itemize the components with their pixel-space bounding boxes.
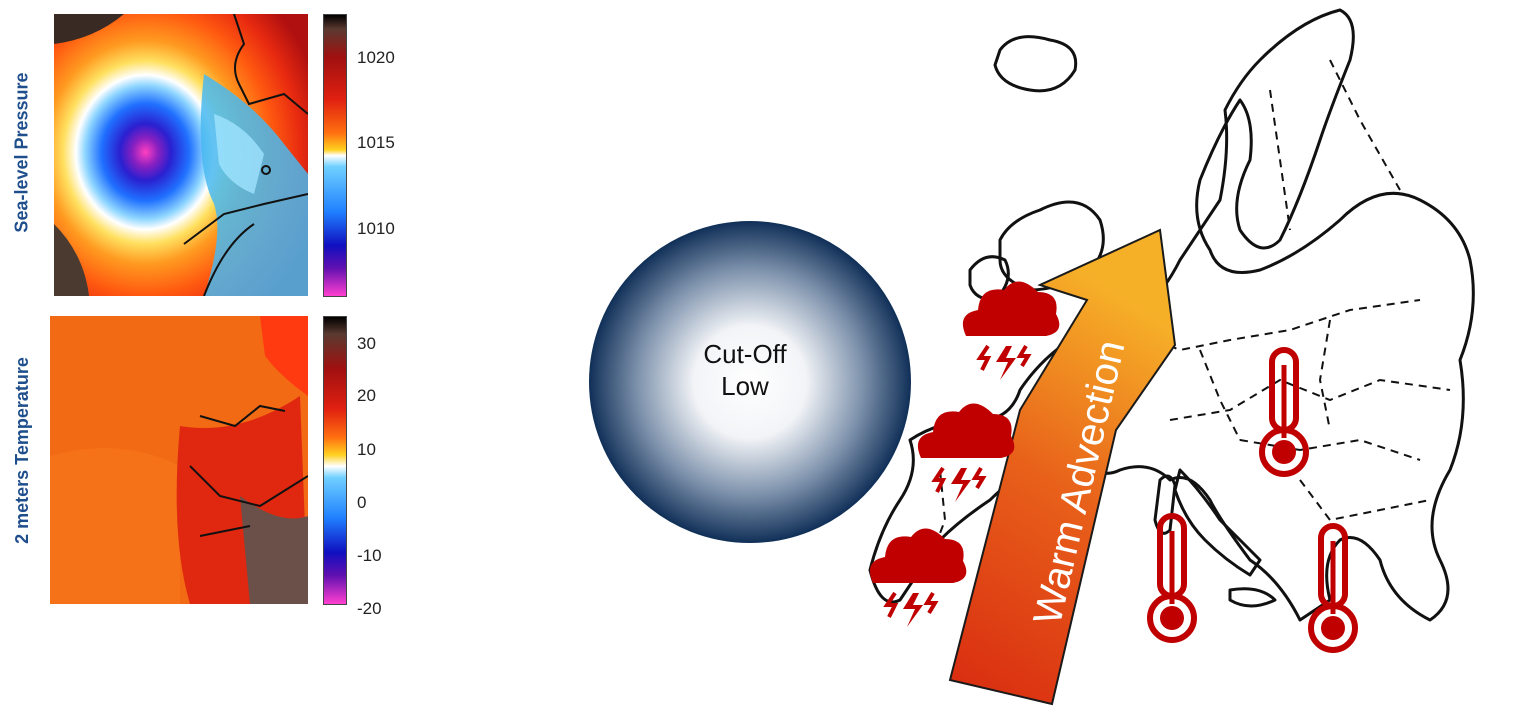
t2m-tick-30: 30: [357, 334, 376, 353]
t2m-tick-minus20: -20: [357, 599, 382, 618]
slp-panel-label: Sea-level Pressure: [11, 72, 32, 233]
t2m-tick-10: 10: [357, 440, 376, 459]
thermometer-icon: [1311, 526, 1355, 650]
cut-off-low: [589, 221, 911, 543]
t2m-tick-20: 20: [357, 386, 376, 405]
t2m-tick-minus10: -10: [357, 546, 382, 565]
slp-tick-1015: 1015: [357, 133, 395, 152]
storm-cloud-icon: [867, 526, 969, 629]
slp-map: [54, 14, 308, 296]
europe-diagram: [589, 8, 1475, 706]
cut-off-low-label: Cut-Off Low: [703, 339, 787, 401]
thermometer-icon: [1150, 516, 1194, 640]
slp-tick-1010: 1010: [357, 219, 395, 238]
t2m-map: [50, 316, 308, 604]
t2m-tick-0: 0: [357, 493, 367, 512]
slp-colorbar: [323, 14, 347, 297]
warm-advection-arrow: [948, 228, 1177, 706]
t2m-panel-label: 2 meters Temperature: [11, 356, 32, 544]
thermometer-icon: [1262, 350, 1306, 474]
t2m-colorbar: [323, 316, 347, 605]
slp-tick-1020: 1020: [357, 48, 395, 67]
